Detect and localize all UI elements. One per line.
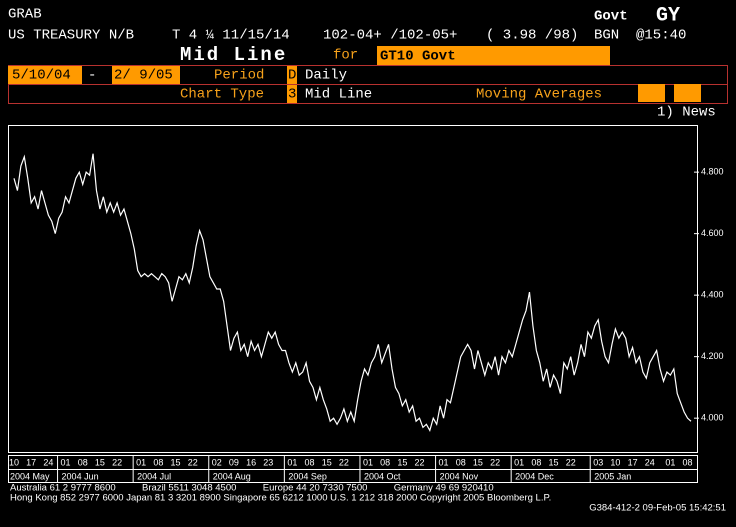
start-date[interactable]: 5/10/04 [12,68,71,84]
y-tick-label: 4.200 [701,351,724,361]
y-tick-label: 4.800 [701,167,724,177]
x-tick-label: 01 [287,457,297,467]
x-tick-label: 22 [490,457,500,467]
x-tick-label: 01 [136,457,146,467]
screen-title: Mid Line [180,44,287,66]
x-tick-label: 22 [415,457,425,467]
x-tick-label: 01 [61,457,71,467]
date-separator: - [88,68,96,84]
month-label: 2004 Oct [364,471,401,481]
x-tick-label: 23 [263,457,273,467]
x-tick-label: 02 [212,457,222,467]
x-tick-label: 08 [456,457,466,467]
x-tick-label: 15 [171,457,181,467]
x-tick-label: 08 [683,457,693,467]
x-tick-label: 09 [229,457,239,467]
x-tick-label: 15 [322,457,332,467]
month-label: 2004 May [10,471,50,481]
x-tick-label: 24 [43,457,53,467]
ticker-field[interactable] [377,46,610,65]
ma-field[interactable] [638,84,665,102]
x-tick-label: 15 [95,457,105,467]
x-tick-label: 01 [363,457,373,467]
chart-type-label: Chart Type [180,87,264,103]
period-code[interactable]: D [288,68,296,84]
x-tick-label: 15 [549,457,559,467]
month-label: 2004 Dec [515,471,554,481]
chart-type-code[interactable]: 3 [288,87,296,103]
command: GY [656,4,680,27]
x-tick-label: 08 [78,457,88,467]
x-tick-label: 22 [188,457,198,467]
footer-line: Hong Kong 852 2977 6000 Japan 81 3 3201 … [10,493,551,504]
x-tick-label: 08 [305,457,315,467]
footer-line: Australia 61 2 9777 8600 Brazil 5511 304… [10,483,494,494]
x-tick-label: 16 [246,457,256,467]
month-label: 2004 Sep [288,471,327,481]
moving-averages-label: Moving Averages [476,87,602,103]
period-field[interactable] [287,66,297,84]
ticker[interactable]: GT10 Govt [380,49,456,65]
month-label: 2004 Jul [137,471,171,481]
plot-frame [8,125,698,453]
coupon: T 4 ¼ 11/15/14 [172,28,290,44]
x-tick-label: 15 [397,457,407,467]
month-label: 2004 Nov [440,471,479,481]
chart-type-field[interactable] [287,85,297,103]
y-tick-label: 4.600 [701,228,724,238]
news-menu[interactable]: 1) News [657,105,716,121]
x-tick-label: 08 [380,457,390,467]
x-tick-label: 22 [112,457,122,467]
month-label: 2004 Aug [213,471,251,481]
chart-type: Mid Line [305,87,372,103]
end-date-field[interactable] [112,66,180,84]
x-tick-label: 17 [628,457,638,467]
time: @15:40 [636,28,686,44]
y-tick-label: 4.000 [701,413,724,423]
x-tick-label: 03 [593,457,603,467]
yield: ( 3.98 /98) [486,28,578,44]
security: US TREASURY N/B [8,28,134,44]
x-tick-label: 01 [514,457,524,467]
month-label: 2005 Jan [594,471,631,481]
for-label: for [333,48,358,64]
x-tick-label: 15 [473,457,483,467]
x-tick-label: 22 [566,457,576,467]
x-tick-label: 01 [439,457,449,467]
price: 102-04+ /102-05+ [323,28,457,44]
price-line [13,153,692,433]
function: GRAB [8,7,42,23]
ma-field[interactable] [674,84,701,102]
x-tick-label: 24 [645,457,655,467]
sector: Govt [594,9,628,25]
x-tick-label: 22 [339,457,349,467]
start-date-field[interactable] [8,66,82,84]
x-tick-label: 17 [26,457,36,467]
period-label: Period [214,68,264,84]
source: BGN [594,28,619,44]
x-tick-label: 10 [610,457,620,467]
footer-line: G384-412-2 09-Feb-05 15:42:51 [589,503,726,514]
x-tick-label: 01 [665,457,675,467]
y-tick-label: 4.400 [701,290,724,300]
x-tick-label: 10 [9,457,19,467]
period: Daily [305,68,347,84]
x-tick-label: 08 [531,457,541,467]
end-date[interactable]: 2/ 9/05 [114,68,173,84]
month-label: 2004 Jun [62,471,99,481]
x-tick-label: 08 [153,457,163,467]
